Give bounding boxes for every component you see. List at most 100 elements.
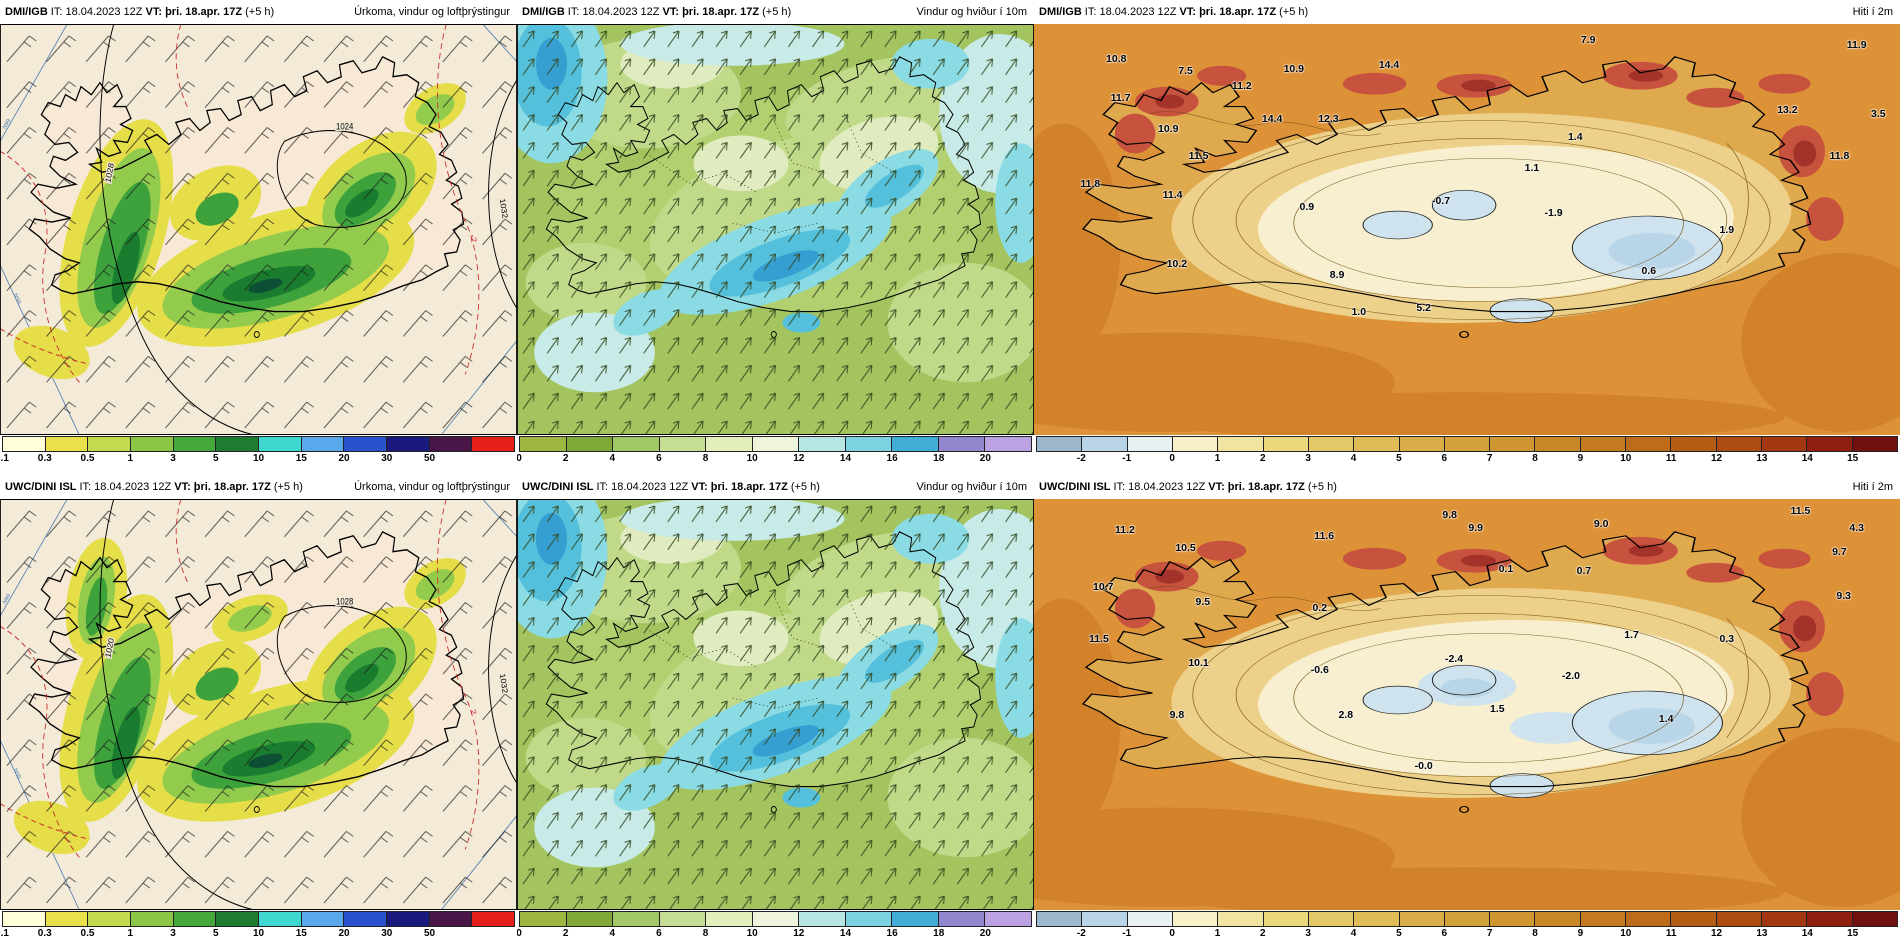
colorbar-label: 2 xyxy=(1260,453,1266,464)
colorbar-segment xyxy=(1535,437,1581,451)
colorbar-label: 12 xyxy=(1710,928,1723,939)
temp-value-label: 2.8 xyxy=(1338,708,1354,721)
colorbar-wind: 0 2 4 6 8 10 12 14 16 18 20 xyxy=(517,910,1034,950)
temperature-map-svg xyxy=(1034,24,1900,435)
temp-value-label: 14.4 xyxy=(1378,59,1400,72)
colorbar-segment xyxy=(45,912,89,926)
temp-value-label: 9.0 xyxy=(1593,517,1609,530)
model-run-info: DMI/IGB IT: 18.04.2023 12Z VT: þri. 18.apr… xyxy=(5,6,277,18)
colorbar-label: 6 xyxy=(1441,453,1448,464)
colorbar-segment xyxy=(131,437,174,451)
temperature-shading xyxy=(1114,536,1844,799)
colorbar-label: 20 xyxy=(338,453,350,464)
temp-value-label: -0.6 xyxy=(1310,663,1329,676)
colorbar-segment xyxy=(752,912,800,926)
colorbar-label: -2 xyxy=(1076,928,1086,939)
temp-value-label: 11.8 xyxy=(1829,149,1850,162)
colorbar-label: 10 xyxy=(746,928,758,939)
colorbar-label: 11 xyxy=(1665,928,1677,939)
colorbar-label: 11 xyxy=(1665,453,1677,464)
colorbar-label: 15 xyxy=(1847,453,1859,464)
colorbar-label: 16 xyxy=(886,928,898,939)
colorbar-segment xyxy=(1580,437,1627,451)
colorbar-segment xyxy=(1490,912,1536,926)
colorbar-segment xyxy=(1399,912,1445,926)
model-run-info: UWC/DINI ISL IT: 18.04.2023 12Z VT: þri. 1… xyxy=(1039,481,1340,493)
temp-value-label: 1.7 xyxy=(1624,628,1639,641)
colorbar-label: 3 xyxy=(170,928,176,939)
temp-value-label: 11.2 xyxy=(1114,523,1135,536)
temp-value-label: 0.3 xyxy=(1719,632,1735,645)
temp-value-label: 1.0 xyxy=(1351,305,1367,318)
temp-value-label: 10.9 xyxy=(1158,122,1179,135)
lead-time: (+5 h) xyxy=(1307,481,1337,493)
colorbar-label: 7 xyxy=(1486,453,1493,464)
sea-temperature-shading xyxy=(1034,123,1900,435)
valid-time: VT: þri. 18.apr. 17Z xyxy=(1208,481,1305,493)
colorbar-temperature: -2 -1 0 1 2 3 4 5 6 7 8 9 10 11 12 13 14 15 xyxy=(1034,435,1900,475)
colorbar-label: 8 xyxy=(1532,928,1538,939)
colorbar-label: 12 xyxy=(793,928,805,939)
temp-value-label: 10.7 xyxy=(1093,581,1114,594)
colorbar-label: 3 xyxy=(1305,928,1311,939)
colorbar-label: 0 xyxy=(517,453,522,464)
colorbar-segment xyxy=(1037,437,1083,451)
wind-map-svg xyxy=(517,499,1034,910)
temp-value-label: 9.8 xyxy=(1169,708,1185,721)
colorbar-segment xyxy=(173,437,217,451)
colorbar-segment xyxy=(613,437,660,451)
colorbar-label: 1 xyxy=(127,928,134,939)
temp-value-label: 11.4 xyxy=(1162,188,1183,201)
colorbar-segment xyxy=(1580,912,1627,926)
colorbar-label: 20 xyxy=(338,928,350,939)
temp-value-label: 9.9 xyxy=(1468,521,1483,534)
map-frame xyxy=(0,24,517,435)
parameter-name: Hiti í 2m xyxy=(1852,6,1893,18)
svg-text:1028: 1028 xyxy=(336,596,354,607)
colorbar-segment xyxy=(1626,437,1672,451)
temp-value-label: 1.4 xyxy=(1658,712,1674,725)
colorbar-label: 12 xyxy=(793,453,805,464)
panel-dmi-temperature: DMI/IGB IT: 18.04.2023 12Z VT: þri. 18.apr… xyxy=(1034,0,1900,475)
temp-value-label: 11.5 xyxy=(1790,505,1811,518)
colorbar-label: 14 xyxy=(1801,928,1813,939)
panel-header: DMI/IGB IT: 18.04.2023 12Z VT: þri. 18.apr… xyxy=(517,0,1034,24)
colorbar-label: 20 xyxy=(979,453,991,464)
parameter-name: Vindur og hviður í 10m xyxy=(916,6,1027,18)
colorbar-segment xyxy=(985,437,1032,451)
panel-dmi-precipitation: DMI/IGB IT: 18.04.2023 12Z VT: þri. 18.apr… xyxy=(0,0,517,475)
temperature-contours xyxy=(1149,586,1771,795)
valid-time: VT: þri. 18.apr. 17Z xyxy=(145,6,243,18)
colorbar-label: 10 xyxy=(746,453,758,464)
colorbar-label: 9 xyxy=(1577,453,1584,464)
thickness-contours-dashed xyxy=(0,499,480,860)
colorbar-label: 5 xyxy=(212,928,219,939)
init-time: IT: 18.04.2023 12Z xyxy=(1084,6,1177,18)
colorbar-label: 3 xyxy=(1305,453,1311,464)
temp-value-label: 10.9 xyxy=(1283,63,1305,76)
temp-value-label: 7.9 xyxy=(1580,34,1596,47)
colorbar-segment xyxy=(1852,437,1897,451)
colorbar-label: 6 xyxy=(656,453,662,464)
colorbar-segment xyxy=(706,437,753,451)
panel-uwc-precipitation: UWC/DINI ISL IT: 18.04.2023 12Z VT: þri. 1… xyxy=(0,475,517,950)
colorbar-segment xyxy=(88,912,132,926)
parameter-name: Vindur og hviður í 10m xyxy=(916,481,1027,493)
colorbar-label: 0.3 xyxy=(37,928,52,939)
colorbar-label: 0.5 xyxy=(80,928,95,939)
colorbar-label: 6 xyxy=(656,928,662,939)
model-name: UWC/DINI ISL xyxy=(522,481,594,493)
temp-value-label: 7.5 xyxy=(1178,65,1193,78)
colorbar-segment xyxy=(472,912,515,926)
map-frame xyxy=(0,499,517,910)
colorbar-segment xyxy=(301,912,345,926)
colorbar-segment xyxy=(938,437,986,451)
colorbar-segment xyxy=(1444,437,1491,451)
panel-header: UWC/DINI ISL IT: 18.04.2023 12Z VT: þri. 1… xyxy=(1034,475,1900,499)
colorbar-label: 10 xyxy=(1620,928,1632,939)
colorbar-temperature: -2 -1 0 1 2 3 4 5 6 7 8 9 10 11 12 13 14 15 xyxy=(1034,910,1900,950)
colorbar-label: 4 xyxy=(1350,453,1357,464)
colorbar-segment xyxy=(1716,437,1762,451)
temp-value-label: 8.9 xyxy=(1329,268,1345,281)
